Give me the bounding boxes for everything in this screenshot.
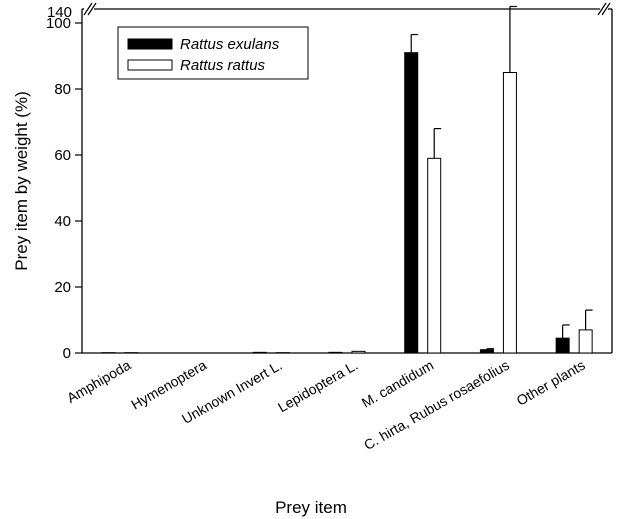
bar-rattus-exulans xyxy=(555,337,570,354)
x-axis-title: Prey item xyxy=(275,498,347,517)
bar-rattus-rattus xyxy=(427,157,442,354)
y-tick-label: 0 xyxy=(63,345,71,362)
axis-break-right xyxy=(597,2,611,16)
legend-swatch-rattus-exulans xyxy=(127,38,173,50)
y-tick-label: 20 xyxy=(54,279,71,296)
bar-rattus-rattus xyxy=(502,72,517,354)
bar-rattus-rattus xyxy=(351,350,366,354)
y-axis-ticks: 0 20 40 60 80 100 xyxy=(46,15,82,362)
x-tick-label: Lepidoptera L. xyxy=(275,357,361,416)
y-break-tick-label: 140 xyxy=(47,4,72,21)
bar-rattus-exulans xyxy=(404,52,419,354)
y-tick-label: 40 xyxy=(54,213,71,230)
bar-rattus-exulans xyxy=(252,351,267,354)
legend-label-rattus-exulans: Rattus exulans xyxy=(180,36,280,53)
y-tick-label: 60 xyxy=(54,147,71,164)
x-tick-label: Amphipoda xyxy=(64,357,134,406)
y-tick-label: 80 xyxy=(54,81,71,98)
x-tick-label: Other plants xyxy=(514,357,588,409)
axis-break-left xyxy=(83,2,97,16)
bar-rattus-rattus xyxy=(578,329,593,354)
x-tick-label: C. hirta, Rubus rosaefolius xyxy=(361,357,512,453)
bar-rattus-exulans xyxy=(328,351,343,354)
legend: Rattus exulans Rattus rattus xyxy=(117,26,309,80)
y-axis-title: Prey item by weight (%) xyxy=(12,91,31,271)
legend-label-rattus-rattus: Rattus rattus xyxy=(180,57,266,74)
bars-group xyxy=(101,5,593,354)
legend-swatch-rattus-rattus xyxy=(127,59,173,71)
bar-rattus-exulans xyxy=(479,349,494,354)
y-tick-label: 100 xyxy=(46,15,71,32)
